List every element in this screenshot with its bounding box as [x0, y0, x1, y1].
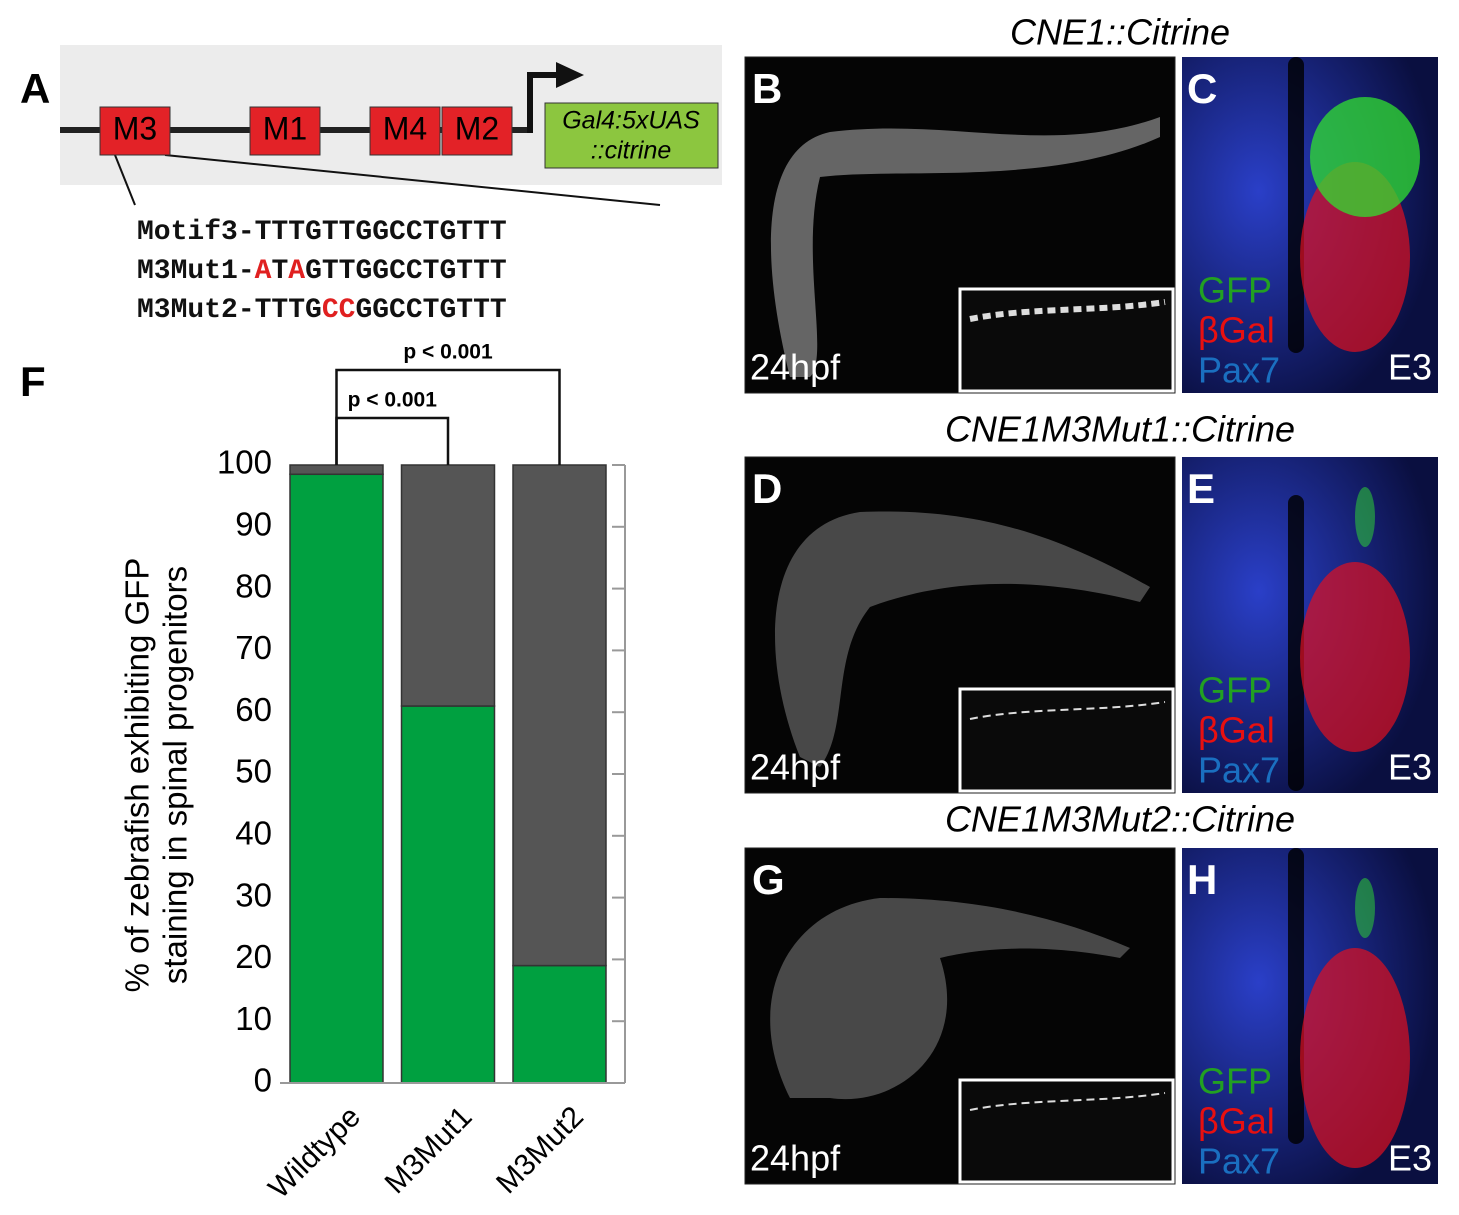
sequence-part: CC [322, 295, 356, 326]
sequence-part: T [271, 256, 288, 287]
panel-label: E [1187, 465, 1215, 512]
module-label: M3 [113, 110, 157, 146]
module-label: M2 [455, 110, 499, 146]
y-axis-label: % of zebrafish exhibiting GFP [119, 558, 156, 993]
reporter-text: ::citrine [591, 137, 672, 165]
embryo [770, 117, 1160, 377]
module-box [441, 106, 513, 156]
panel-label: F [20, 358, 46, 405]
sequence-part: A [288, 256, 305, 287]
zoom-line [164, 154, 661, 206]
bar-segment [400, 705, 496, 1084]
panel-title: CNE1M3Mut1::Citrine [945, 409, 1295, 450]
channel-label: Pax7 [1198, 750, 1280, 791]
y-tick-label: 80 [235, 567, 272, 604]
sequence: Motif3-TTTGTTGGCCTGTTT [137, 217, 507, 248]
p-value: p < 0.001 [403, 341, 493, 364]
channel-label: GFP [1198, 270, 1272, 311]
y-axis-label: staining in spinal progenitors [157, 566, 194, 984]
channel-label: GFP [1198, 670, 1272, 711]
x-tick-label: M3Mut1 [379, 1100, 479, 1200]
embryo [775, 511, 1150, 767]
x-tick-label: Wildtype [262, 1100, 367, 1205]
stage-label: E3 [1388, 1138, 1432, 1179]
channel-label: βGal [1198, 310, 1275, 351]
inset [958, 287, 1175, 393]
red-cells [1300, 562, 1410, 752]
module-box [369, 106, 441, 156]
stage-label: E3 [1388, 347, 1432, 388]
stage-label: 24hpf [750, 747, 841, 788]
inset-detail [969, 701, 1166, 720]
significance-bracket [335, 368, 561, 465]
y-tick-label: 60 [235, 691, 272, 728]
sequence-part: Motif3-TTTGTTGGCCTGTTT [137, 217, 507, 248]
sequence: M3Mut1-ATAGTTGGCCTGTTT [137, 256, 507, 287]
zoom-line [114, 154, 136, 206]
bar-segment [512, 964, 607, 1084]
panel-label: B [752, 65, 782, 112]
sequence-part: GTTGGCCTGTTT [305, 256, 507, 287]
arrow-head [556, 62, 584, 88]
inset-detail [969, 299, 1166, 322]
module-box [249, 106, 321, 156]
module-box [99, 106, 171, 156]
y-tick-label: 90 [235, 506, 272, 543]
p-value: p < 0.001 [348, 389, 438, 412]
stage-label: 24hpf [750, 1138, 841, 1179]
inset-detail [969, 1092, 1166, 1111]
panel-label: A [20, 65, 50, 112]
sequence-part: GGCCTGTTT [355, 295, 506, 326]
lumen [1288, 57, 1304, 353]
green-cells [1355, 487, 1375, 547]
y-tick-label: 50 [235, 753, 272, 790]
channel-label: βGal [1198, 1101, 1275, 1142]
panel-label: H [1187, 856, 1217, 903]
inset [958, 687, 1175, 793]
reporter-text: Gal4:5xUAS [562, 107, 700, 135]
y-tick-label: 100 [217, 444, 272, 481]
bar-segment [289, 464, 384, 476]
x-tick-label: M3Mut2 [490, 1100, 590, 1200]
panel-title: CNE1::Citrine [1010, 12, 1230, 53]
y-tick-label: 30 [235, 876, 272, 913]
bar-segment [400, 464, 496, 707]
sequence: M3Mut2-TTTGCCGGCCTGTTT [137, 295, 507, 326]
lumen [1288, 848, 1304, 1144]
significance-bracket [335, 416, 450, 465]
channel-label: GFP [1198, 1061, 1272, 1102]
bar-segment [512, 464, 607, 967]
panel-label: D [752, 465, 782, 512]
y-tick-label: 10 [235, 1000, 272, 1037]
embryo [770, 898, 1130, 1100]
panel-label: G [752, 856, 785, 903]
y-tick-label: 70 [235, 629, 272, 666]
reporter-box [544, 102, 719, 169]
module-label: M1 [263, 110, 307, 146]
sequence-part: M3Mut2-TTTG [137, 295, 322, 326]
channel-label: Pax7 [1198, 350, 1280, 391]
panel-title: CNE1M3Mut2::Citrine [945, 799, 1295, 840]
green-cells [1310, 97, 1420, 217]
panel-label: C [1187, 65, 1217, 112]
y-tick-label: 40 [235, 815, 272, 852]
y-tick-label: 20 [235, 938, 272, 975]
sequence-part: M3Mut1- [137, 256, 255, 287]
channel-label: Pax7 [1198, 1141, 1280, 1182]
green-cells [1355, 878, 1375, 938]
red-cells [1300, 948, 1410, 1168]
module-label: M4 [383, 110, 427, 146]
lumen [1288, 495, 1304, 791]
channel-label: βGal [1198, 710, 1275, 751]
inset [958, 1078, 1175, 1184]
sequence-part: A [255, 256, 272, 287]
y-tick-label: 0 [254, 1062, 272, 1099]
bar-segment [289, 473, 384, 1084]
stage-label: 24hpf [750, 347, 841, 388]
stage-label: E3 [1388, 747, 1432, 788]
